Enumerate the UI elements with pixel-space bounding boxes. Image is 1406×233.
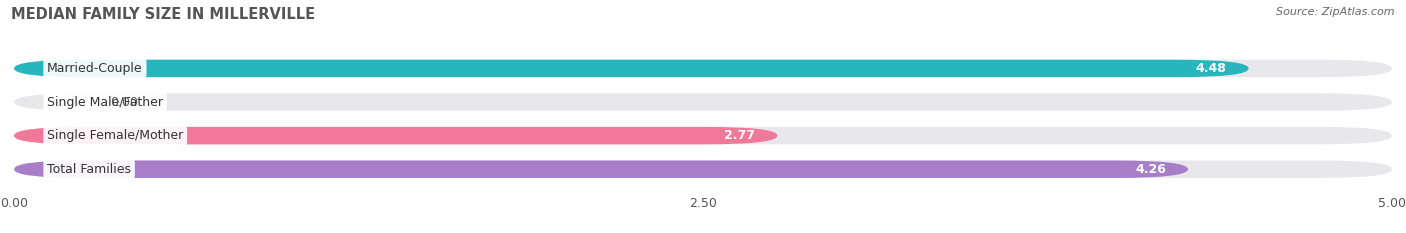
Text: 2.77: 2.77 [724,129,755,142]
Text: Source: ZipAtlas.com: Source: ZipAtlas.com [1277,7,1395,17]
FancyBboxPatch shape [14,60,1249,77]
FancyBboxPatch shape [14,60,1392,77]
FancyBboxPatch shape [14,127,1392,144]
Text: Married-Couple: Married-Couple [48,62,143,75]
FancyBboxPatch shape [14,93,1392,111]
FancyBboxPatch shape [14,127,778,144]
Text: 4.26: 4.26 [1135,163,1166,176]
Text: MEDIAN FAMILY SIZE IN MILLERVILLE: MEDIAN FAMILY SIZE IN MILLERVILLE [11,7,315,22]
Text: Single Female/Mother: Single Female/Mother [48,129,183,142]
Text: 4.48: 4.48 [1195,62,1226,75]
Text: Total Families: Total Families [48,163,131,176]
FancyBboxPatch shape [14,161,1392,178]
Text: 0.00: 0.00 [111,96,139,109]
Text: Single Male/Father: Single Male/Father [48,96,163,109]
FancyBboxPatch shape [14,161,1188,178]
